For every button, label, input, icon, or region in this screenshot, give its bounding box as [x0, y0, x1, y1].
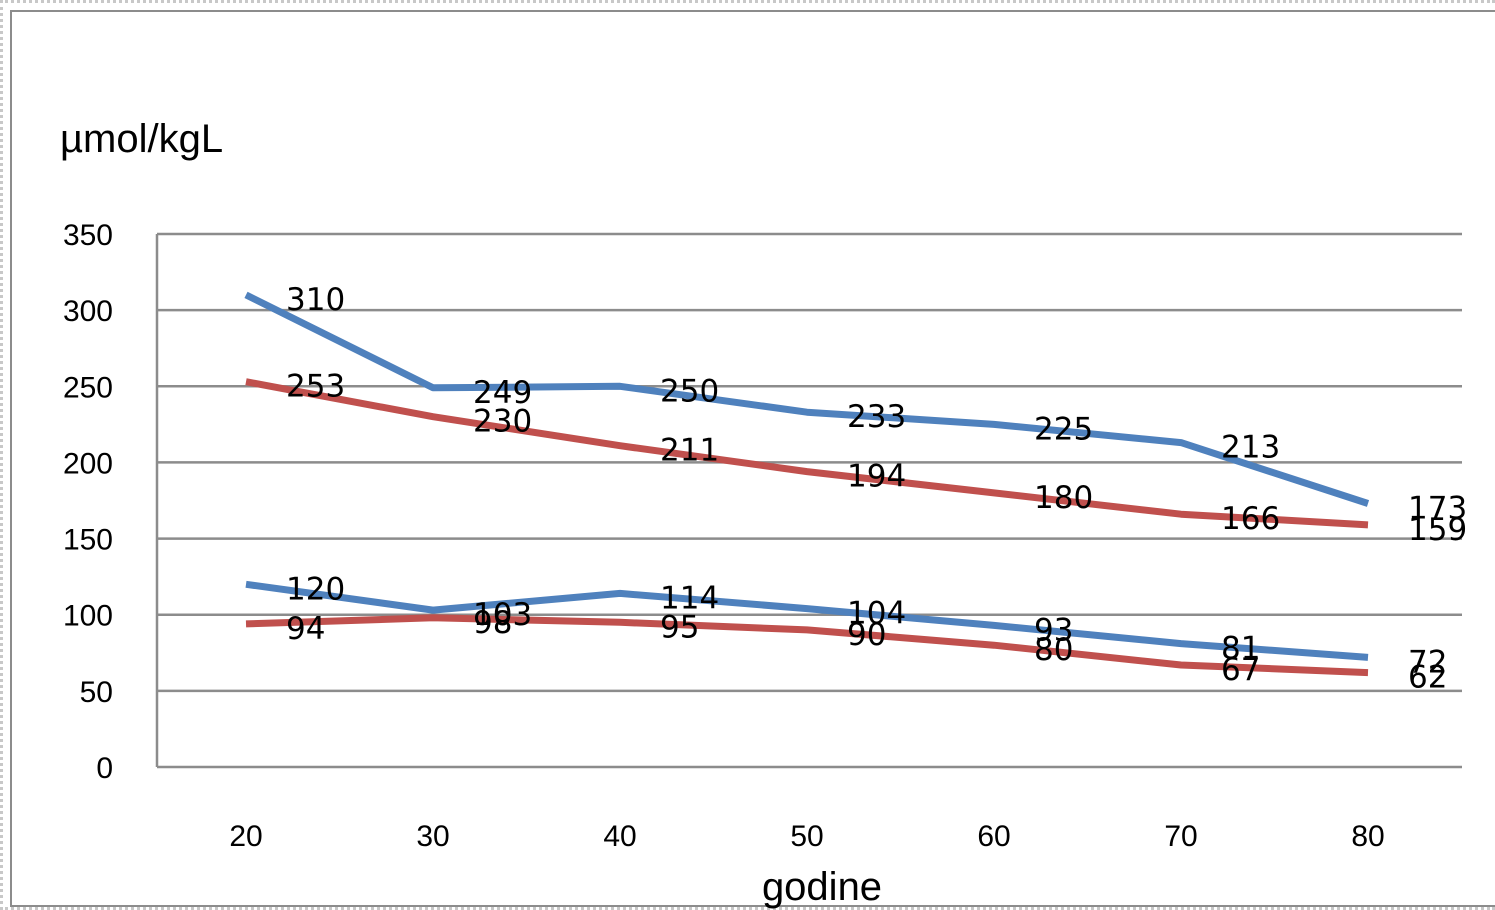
data-label-series-4-point-2: 98 [473, 605, 512, 641]
data-label-series-2-point-1: 253 [286, 369, 345, 405]
data-label-series-2-point-4: 194 [847, 459, 906, 495]
data-label-series-3-point-4: 104 [847, 596, 906, 632]
data-label-series-2-point-2: 230 [473, 404, 532, 440]
series-line-1 [244, 291, 1370, 507]
data-label-series-1-point-2: 249 [473, 375, 532, 411]
data-label-series-3-point-3: 114 [660, 580, 719, 616]
data-label-series-4-point-3: 95 [660, 609, 699, 645]
data-label-series-2-point-6: 166 [1221, 501, 1280, 537]
data-label-series-1-point-6: 213 [1221, 430, 1280, 466]
data-label-series-3-point-1: 120 [286, 571, 345, 607]
x-tick-label-80: 80 [1351, 820, 1384, 853]
data-label-series-3-point-2: 103 [473, 597, 532, 633]
chart-border [10, 10, 1495, 907]
data-labels: 310 249 250 233 225 213 173 253 230 211 194 180 166 1… [286, 282, 1467, 696]
series-line-4 [245, 614, 1369, 677]
x-axis-title: godine [762, 865, 882, 909]
x-tick-labels: 20 30 40 50 60 70 80 [229, 820, 1384, 853]
x-tick-label-20: 20 [229, 820, 262, 853]
data-label-series-1-point-7: 173 [1408, 491, 1467, 527]
data-label-series-2-point-7: 159 [1408, 512, 1467, 548]
axes [155, 234, 1462, 769]
x-tick-label-40: 40 [603, 820, 636, 853]
data-label-series-4-point-6: 67 [1221, 652, 1260, 688]
y-tick-label-300: 300 [63, 295, 113, 328]
y-tick-label-250: 250 [63, 371, 113, 404]
x-tick-label-30: 30 [416, 820, 449, 853]
data-label-series-2-point-3: 211 [660, 433, 719, 469]
series-lines [244, 291, 1370, 677]
y-tick-label-50: 50 [80, 676, 113, 709]
data-label-series-1-point-4: 233 [847, 399, 906, 435]
data-label-series-4-point-1: 94 [286, 611, 325, 647]
series-line-3 [245, 580, 1369, 661]
y-tick-label-350: 350 [63, 219, 113, 252]
x-tick-label-60: 60 [977, 820, 1010, 853]
data-label-series-3-point-5: 93 [1034, 612, 1073, 648]
y-tick-label-100: 100 [63, 600, 113, 633]
x-tick-label-70: 70 [1164, 820, 1197, 853]
data-label-series-3-point-7: 72 [1408, 644, 1447, 680]
data-label-series-1-point-5: 225 [1034, 411, 1093, 447]
data-label-series-3-point-6: 81 [1221, 631, 1260, 667]
data-label-series-4-point-5: 80 [1034, 632, 1073, 668]
data-label-series-4-point-7: 62 [1408, 660, 1447, 696]
y-tick-labels: 0 50 100 150 200 250 300 350 [63, 219, 113, 785]
x-tick-label-50: 50 [790, 820, 823, 853]
data-label-series-4-point-4: 90 [847, 617, 886, 653]
y-tick-label-0: 0 [96, 752, 113, 785]
data-label-series-1-point-1: 310 [286, 282, 345, 318]
y-tick-label-200: 200 [63, 447, 113, 480]
data-label-series-1-point-3: 250 [660, 373, 719, 409]
data-label-series-2-point-5: 180 [1034, 480, 1093, 516]
series-line-2 [245, 378, 1369, 529]
y-tick-label-150: 150 [63, 524, 113, 557]
y-axis-title: µmol/kgL [60, 117, 223, 161]
